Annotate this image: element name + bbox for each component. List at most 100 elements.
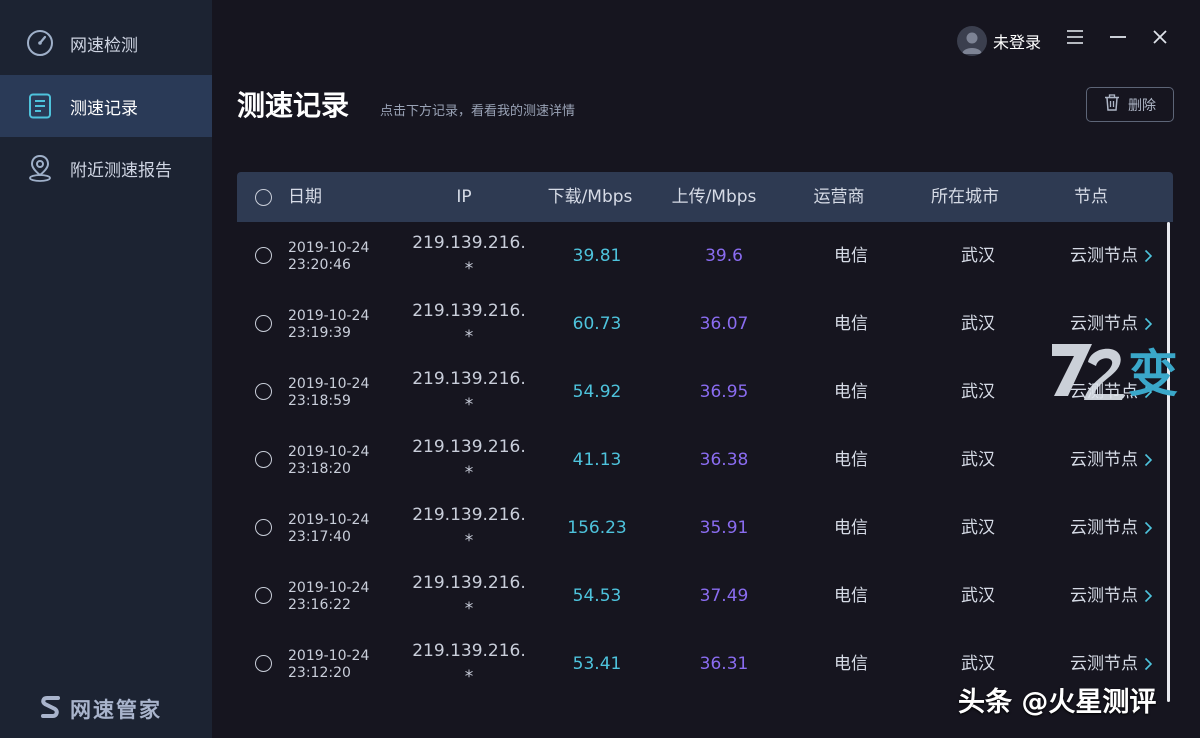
chevron-right-icon	[1144, 521, 1153, 535]
speedometer-icon	[26, 29, 54, 57]
row-ip: 219.139.216. *	[412, 641, 526, 687]
row-select-radio[interactable]	[255, 655, 272, 672]
row-isp: 电信	[834, 654, 868, 674]
row-date: 2019-10-24 23:19:39	[288, 308, 370, 341]
sidebar-item-label: 测速记录	[70, 98, 138, 119]
user-name: 未登录	[993, 33, 1042, 52]
records-table: 日期 IP 下载/Mbps 上传/Mbps 运营商 所在城市 节点 2019-1…	[237, 172, 1173, 712]
column-header-node: 节点	[1074, 187, 1108, 207]
row-select-radio[interactable]	[255, 315, 272, 332]
row-city: 武汉	[961, 382, 995, 402]
row-ip: 219.139.216. *	[412, 301, 526, 347]
table-row[interactable]: 2019-10-24 23:20:46 219.139.216. * 39.81 3…	[237, 222, 1173, 290]
location-pin-icon	[26, 154, 54, 182]
minimize-button[interactable]	[1107, 28, 1129, 50]
column-header-city: 所在城市	[931, 187, 999, 207]
table-row[interactable]: 2019-10-24 23:17:40 219.139.216. * 156.23 …	[237, 494, 1173, 562]
row-select-radio[interactable]	[255, 587, 272, 604]
column-header-date: 日期	[288, 187, 322, 207]
table-row[interactable]: 2019-10-24 23:16:22 219.139.216. * 54.53 3…	[237, 562, 1173, 630]
row-select-radio[interactable]	[255, 451, 272, 468]
sidebar-item-speed-records[interactable]: 测速记录	[0, 75, 212, 137]
row-isp: 电信	[834, 382, 868, 402]
chevron-right-icon	[1144, 249, 1153, 263]
row-ip: 219.139.216. *	[412, 369, 526, 415]
table-header: 日期 IP 下载/Mbps 上传/Mbps 运营商 所在城市 节点	[237, 172, 1173, 222]
close-icon	[1152, 29, 1168, 49]
row-upload: 36.38	[699, 450, 749, 470]
row-city: 武汉	[961, 246, 995, 266]
row-isp: 电信	[834, 450, 868, 470]
table-row[interactable]: 2019-10-24 23:19:39 219.139.216. * 60.73 3…	[237, 290, 1173, 358]
row-date: 2019-10-24 23:16:22	[288, 580, 370, 613]
brand-name: 网速管家	[70, 698, 162, 722]
row-isp: 电信	[834, 314, 868, 334]
row-download: 156.23	[567, 518, 627, 538]
row-upload: 36.07	[699, 314, 749, 334]
row-date: 2019-10-24 23:12:20	[288, 648, 370, 681]
row-download: 53.41	[572, 654, 622, 674]
table-row[interactable]: 2019-10-24 23:12:20 219.139.216. * 53.41 3…	[237, 630, 1173, 698]
row-city: 武汉	[961, 586, 995, 606]
row-date: 2019-10-24 23:17:40	[288, 512, 370, 545]
column-header-ip: IP	[456, 187, 472, 207]
row-ip: 219.139.216. *	[412, 233, 526, 279]
menu-icon	[1066, 29, 1084, 49]
row-upload: 36.31	[699, 654, 749, 674]
row-download: 54.53	[572, 586, 622, 606]
row-date: 2019-10-24 23:20:46	[288, 240, 370, 273]
row-city: 武汉	[961, 314, 995, 334]
table-row[interactable]: 2019-10-24 23:18:20 219.139.216. * 41.13 3…	[237, 426, 1173, 494]
row-ip: 219.139.216. *	[412, 437, 526, 483]
row-node[interactable]: 云测节点	[1070, 562, 1153, 630]
row-city: 武汉	[961, 450, 995, 470]
row-node[interactable]: 云测节点	[1070, 494, 1153, 562]
row-download: 41.13	[572, 450, 622, 470]
row-node[interactable]: 云测节点	[1070, 222, 1153, 290]
sidebar-item-nearby-report[interactable]: 附近测速报告	[0, 137, 212, 199]
row-download: 39.81	[572, 246, 622, 266]
row-isp: 电信	[834, 518, 868, 538]
row-node[interactable]: 云测节点	[1070, 290, 1153, 358]
brand-logo: 网速管家	[38, 694, 162, 724]
scrollbar[interactable]	[1167, 222, 1170, 702]
svg-text:变: 变	[1128, 345, 1178, 402]
row-upload: 37.49	[699, 586, 749, 606]
row-select-radio[interactable]	[255, 383, 272, 400]
row-date: 2019-10-24 23:18:20	[288, 444, 370, 477]
table-row[interactable]: 2019-10-24 23:18:59 219.139.216. * 54.92 3…	[237, 358, 1173, 426]
row-ip: 219.139.216. *	[412, 505, 526, 551]
page-title: 测速记录	[237, 89, 350, 122]
document-icon	[26, 92, 54, 120]
user-login-button[interactable]: 未登录	[957, 26, 1041, 56]
trash-icon	[1104, 94, 1120, 115]
row-select-radio[interactable]	[255, 519, 272, 536]
avatar	[957, 26, 987, 56]
chevron-right-icon	[1144, 453, 1153, 467]
row-isp: 电信	[834, 246, 868, 266]
chevron-right-icon	[1144, 657, 1153, 671]
row-node[interactable]: 云测节点	[1070, 630, 1153, 698]
minimize-icon	[1109, 29, 1127, 49]
select-all-radio[interactable]	[255, 189, 272, 206]
menu-button[interactable]	[1064, 28, 1086, 50]
delete-button[interactable]: 删除	[1086, 87, 1174, 122]
sidebar-item-speed-test[interactable]: 网速检测	[0, 12, 212, 74]
brand-s-icon	[38, 694, 64, 724]
row-date: 2019-10-24 23:18:59	[288, 376, 370, 409]
row-select-radio[interactable]	[255, 247, 272, 264]
column-header-download: 下载/Mbps	[547, 187, 633, 207]
sidebar-item-label: 网速检测	[70, 35, 138, 56]
row-city: 武汉	[961, 654, 995, 674]
row-node[interactable]: 云测节点	[1070, 426, 1153, 494]
chevron-right-icon	[1144, 385, 1153, 399]
sidebar: 网速检测 测速记录 附近测速报告 网速管家	[0, 0, 212, 738]
row-upload: 35.91	[699, 518, 749, 538]
row-upload: 39.6	[705, 246, 743, 266]
delete-label: 删除	[1128, 97, 1156, 114]
close-button[interactable]	[1149, 28, 1171, 50]
row-ip: 219.139.216. *	[412, 573, 526, 619]
watermark-text: 头条 @火星测评	[958, 687, 1157, 718]
row-upload: 36.95	[699, 382, 749, 402]
